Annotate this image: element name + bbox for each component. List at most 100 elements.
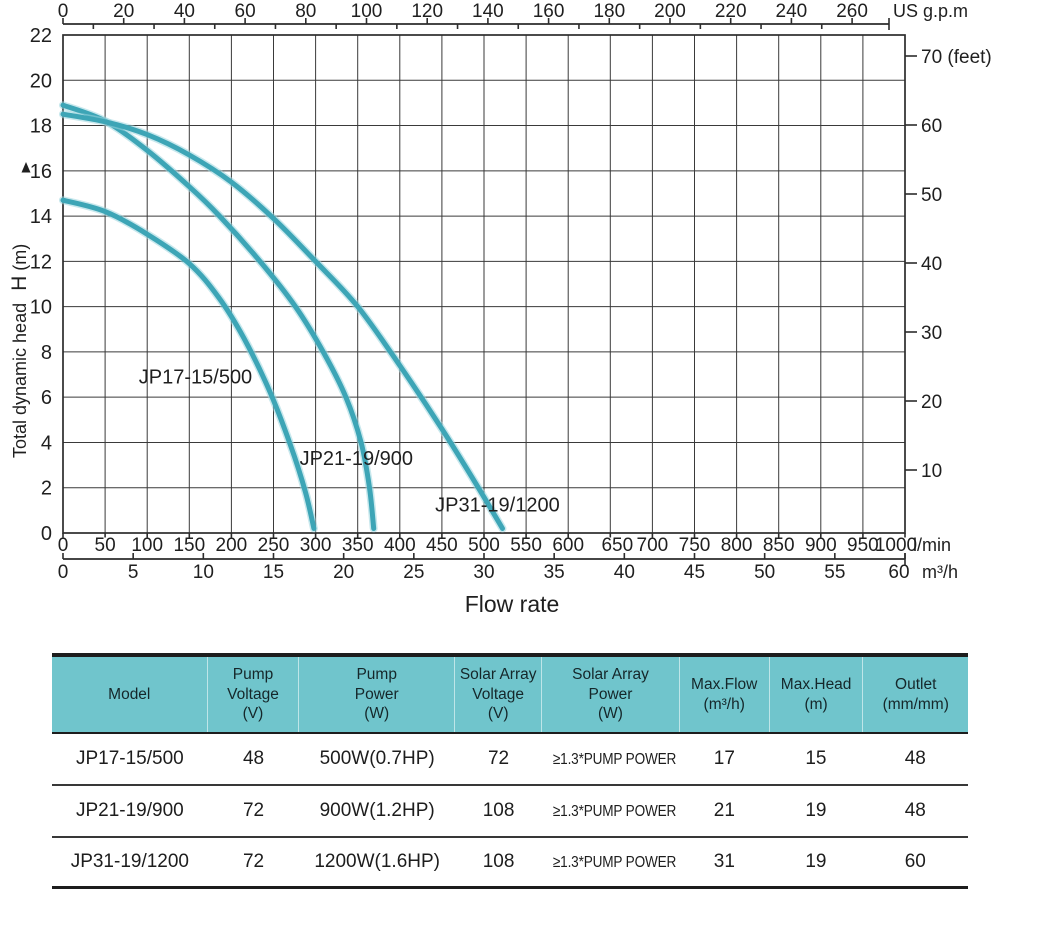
axis-arrow-icon	[21, 162, 31, 173]
table-cell: 60	[904, 851, 926, 872]
header-cell-0: Model	[52, 657, 207, 732]
svg-text:450: 450	[426, 535, 458, 556]
svg-text:20: 20	[921, 392, 942, 413]
svg-text:20: 20	[113, 1, 134, 22]
header-cell-line: Solar Array	[572, 665, 649, 683]
svg-text:120: 120	[411, 1, 443, 22]
header-cell-line: (m)	[804, 695, 828, 713]
table-cell: JP21-19/900	[75, 800, 184, 821]
svg-text:550: 550	[510, 535, 542, 556]
table-cell: ≥1.3*PUMP POWER	[542, 748, 679, 770]
table-cell: 900W(1.2HP)	[319, 800, 435, 821]
svg-text:6: 6	[41, 387, 52, 409]
x-axis-title: Flow rate	[465, 591, 560, 617]
table-cell: 72	[487, 748, 510, 769]
header-cell-2: Pump Power (W)	[298, 657, 454, 732]
svg-text:250: 250	[258, 535, 290, 556]
header-cell-line: Max.Head	[780, 675, 852, 693]
table-cell: 72	[242, 800, 265, 821]
svg-text:240: 240	[776, 1, 808, 22]
svg-text:220: 220	[715, 1, 747, 22]
svg-text:100: 100	[131, 535, 163, 556]
solar-power-requirement: ≥1.3*PUMP POWER	[552, 854, 677, 871]
svg-text:40: 40	[174, 1, 195, 22]
svg-text:30: 30	[921, 323, 942, 344]
table-cell: 19	[805, 800, 827, 821]
svg-text:50: 50	[95, 535, 116, 556]
curve-jp31-19-1200	[60, 111, 505, 531]
feet-axis: 70 (feet) 60 50 40 30 20 10	[905, 47, 992, 482]
svg-text:Total dynamic headH (m): Total dynamic headH (m)	[8, 244, 31, 458]
header-cell-4: Solar Array Power (W)	[541, 657, 678, 732]
header-cell-line: Pump	[356, 665, 397, 683]
header-cell-line: (mm/mm)	[882, 695, 949, 713]
lmin-unit-label: l/min	[913, 535, 951, 555]
table-cell: 48	[242, 748, 265, 769]
svg-text:650: 650	[601, 535, 633, 556]
header-cell-line: (V)	[242, 705, 264, 723]
curve-label: JP17-15/500	[139, 367, 252, 389]
curve-label: JP31-19/1200	[435, 494, 560, 516]
svg-text:12: 12	[30, 251, 52, 273]
gpm-axis: 0 20 40 60 80 100 120 140 160 180 200 220 240 260 US g…	[58, 1, 968, 30]
svg-text:15: 15	[263, 562, 284, 583]
svg-text:22: 22	[30, 25, 52, 47]
svg-text:1000: 1000	[875, 535, 917, 556]
table-row-2: JP31-19/1200 72 1200W(1.6HP) 108 ≥1.3*PUMP P…	[52, 838, 968, 886]
solar-power-requirement: ≥1.3*PUMP POWER	[552, 803, 677, 820]
svg-text:55: 55	[824, 562, 845, 583]
svg-text:4: 4	[41, 432, 52, 454]
curve-labels: JP17-15/500 JP21-19/900 JP31-19/1200	[139, 367, 560, 517]
svg-text:150: 150	[173, 535, 205, 556]
header-cell-line: Power	[354, 685, 399, 703]
y-axis-title: Total dynamic headH (m)	[8, 162, 31, 458]
svg-text:16: 16	[30, 161, 52, 183]
svg-text:200: 200	[216, 535, 248, 556]
m3h-axis: 0 5 10 15 20 25 30 35 40 45 50 55 60 m³/h	[58, 553, 958, 583]
table-cell: 72	[242, 851, 265, 872]
grid-lines	[62, 34, 906, 534]
svg-text:260: 260	[836, 1, 868, 22]
svg-text:8: 8	[41, 342, 52, 364]
table-cell: 108	[482, 800, 515, 821]
header-cell-line: Pump	[232, 665, 274, 683]
svg-text:180: 180	[593, 1, 625, 22]
table-cell: 19	[805, 851, 827, 872]
header-cell-line: (W)	[598, 705, 623, 723]
header-cell-line: (V)	[487, 705, 509, 723]
table-cell: 31	[713, 851, 735, 872]
header-cell-line: Voltage	[472, 685, 524, 703]
svg-text:20: 20	[333, 562, 354, 583]
svg-text:14: 14	[30, 206, 52, 228]
table-cell: ≥1.3*PUMP POWER	[542, 851, 679, 873]
x-axis-title: Flow rate	[465, 591, 560, 617]
svg-text:18: 18	[30, 116, 52, 138]
svg-text:0: 0	[58, 562, 69, 583]
table-cell: 15	[805, 748, 827, 769]
table-cell: 48	[904, 800, 926, 821]
m3h-unit-label: m³/h	[922, 562, 958, 582]
header-cell-line: Power	[588, 685, 633, 703]
svg-text:750: 750	[679, 535, 711, 556]
table-row-0: JP17-15/500 48 500W(0.7HP) 72 ≥1.3*PUMP POWE…	[52, 734, 968, 786]
table-cell: JP17-15/500	[75, 748, 184, 769]
table-cell: JP31-19/1200	[70, 851, 190, 872]
svg-text:40: 40	[614, 562, 635, 583]
pump-curve-chart: 0 20 40 60 80 100 120 140 160 180 200 220 240 260 US g…	[8, 1, 992, 617]
svg-text:700: 700	[637, 535, 669, 556]
header-cell-6: Max.Head (m)	[768, 657, 863, 732]
curve-jp21-19-900	[60, 102, 377, 531]
table-cell: 500W(0.7HP)	[319, 748, 435, 769]
curve-jp17-15-500	[60, 197, 317, 531]
header-cell-line: (m³/h)	[703, 695, 745, 713]
svg-text:400: 400	[384, 535, 416, 556]
svg-text:200: 200	[654, 1, 686, 22]
svg-text:5: 5	[128, 562, 139, 583]
svg-text:900: 900	[805, 535, 837, 556]
svg-text:350: 350	[342, 535, 374, 556]
header-cell-line: Model	[108, 685, 151, 703]
table-header-row: Model Pump Voltage (V) Pump Power (W) Solar Arr…	[52, 657, 968, 734]
table-cell: 108	[482, 851, 515, 872]
svg-text:25: 25	[403, 562, 424, 583]
